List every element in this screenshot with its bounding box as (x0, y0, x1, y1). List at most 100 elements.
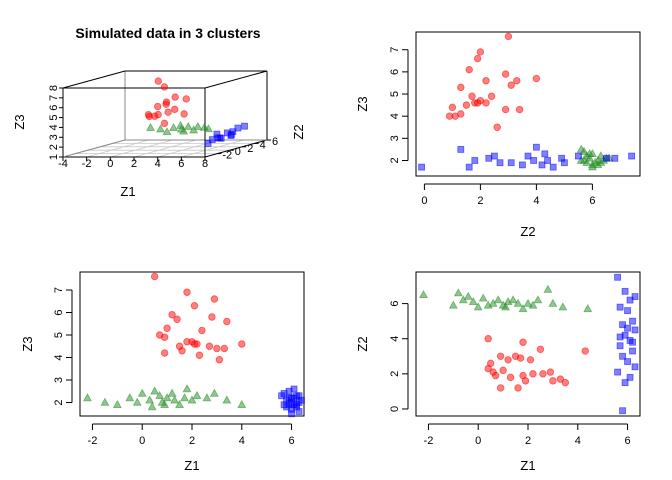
data-point-blue (471, 157, 479, 164)
y-tick-label: 0 (389, 406, 401, 412)
x-tick-label: 6 (624, 435, 630, 447)
data-point-blue (624, 307, 631, 315)
data-point-green (169, 123, 179, 132)
data-point-red (501, 70, 510, 78)
data-point-green (182, 384, 192, 393)
data-point-blue (295, 408, 303, 415)
plot-frame (415, 31, 641, 177)
data-point-green (202, 393, 212, 402)
data-point-green (147, 402, 157, 411)
data-point-red (504, 356, 512, 364)
data-point-red (513, 77, 521, 85)
data-point-red (465, 65, 473, 74)
data-point-red (519, 338, 527, 346)
x-tick-label: 6 (589, 195, 595, 207)
data-point-blue (616, 342, 624, 350)
x-tick-label: -4 (58, 158, 68, 170)
data-point-green (222, 395, 232, 404)
data-point-green (468, 297, 478, 306)
data-point-red (160, 333, 169, 341)
x-tick-label: 0 (107, 158, 113, 170)
floor-grid-line (86, 139, 149, 158)
data-point-red (539, 370, 547, 378)
z-tick-label: 6 (48, 105, 60, 111)
y-tick-label: 5 (389, 91, 401, 97)
data-point-red (457, 83, 465, 92)
data-point-green (137, 388, 147, 397)
y-tick-label: 3 (53, 377, 65, 383)
data-point-blue (418, 163, 426, 171)
data-point-green (585, 149, 595, 158)
data-point-green (100, 397, 110, 406)
z-tick-label: 2 (48, 144, 60, 150)
data-point-blue (631, 293, 639, 300)
data-point-red (501, 105, 510, 114)
scatter3d-panel: Simulated data in 3 clusters-4 -2 0 2 4 6 8-2 0… (12, 25, 306, 199)
data-point-green (493, 295, 503, 304)
y-tick-label: 7 (389, 47, 401, 53)
data-point-blue (285, 394, 293, 402)
y-tick-label: 2 (389, 371, 401, 377)
data-point-blue (549, 163, 557, 171)
data-point-red (220, 344, 229, 353)
data-point-blue (278, 392, 286, 400)
x-tick-label: -2 (82, 158, 92, 170)
x-tick-label: 2 (477, 195, 483, 207)
y-tick-label: 2 (389, 157, 401, 163)
data-point-red (154, 77, 162, 85)
data-point-blue (530, 157, 537, 164)
data-point-red (496, 384, 505, 392)
data-point-green (583, 304, 593, 313)
data-point-green (533, 295, 543, 304)
data-point-blue (624, 358, 631, 365)
data-point-red (499, 366, 507, 375)
x-tick-label: -2 (88, 435, 98, 447)
y-tick-label: 7 (53, 287, 65, 293)
data-point-red (160, 349, 169, 357)
data-point-red (238, 340, 246, 348)
data-point-blue (541, 150, 549, 158)
z-tick-label: 7 (48, 95, 60, 101)
data-point-red (556, 375, 565, 383)
y-tick-label: 4 (53, 354, 65, 360)
z-tick-label: 8 (48, 85, 60, 91)
data-point-green (132, 397, 142, 406)
data-point-blue (288, 410, 295, 418)
x-tick-label: 4 (239, 435, 245, 447)
y-tick-label: 2 (53, 399, 65, 405)
data-point-red (487, 92, 496, 100)
data-point-blue (496, 159, 504, 167)
data-point-red (529, 370, 537, 378)
x-tick-label: 0 (421, 195, 427, 207)
data-point-blue (204, 140, 212, 147)
x-tick-label: 6 (288, 435, 294, 447)
data-point-red (151, 112, 159, 120)
data-point-green (576, 155, 586, 164)
data-point-green (145, 395, 155, 404)
y-tick-label: 3 (389, 135, 401, 141)
data-point-red (484, 335, 492, 343)
data-point-blue (619, 407, 626, 415)
z-axis-label: Z3 (12, 114, 27, 129)
data-point-green (237, 399, 247, 408)
data-point-green (156, 124, 165, 133)
box-edge (62, 70, 126, 89)
data-point-green (478, 293, 488, 302)
data-point-red (182, 95, 190, 103)
data-point-green (501, 302, 511, 311)
data-point-green (209, 388, 219, 397)
x-tick-label: 2 (525, 435, 531, 447)
data-point-red (164, 108, 172, 116)
data-point-red (581, 347, 589, 355)
data-point-blue (280, 401, 288, 409)
data-point-red (160, 119, 169, 128)
data-point-red (462, 101, 471, 109)
data-point-green (463, 291, 473, 300)
data-point-blue (519, 161, 526, 169)
data-point-green (176, 120, 186, 129)
y-tick-label: 6 (389, 69, 401, 75)
y-tick-label: 6 (53, 309, 65, 315)
data-point-blue (614, 368, 621, 376)
data-point-blue (616, 303, 624, 311)
data-point-blue (616, 333, 624, 341)
